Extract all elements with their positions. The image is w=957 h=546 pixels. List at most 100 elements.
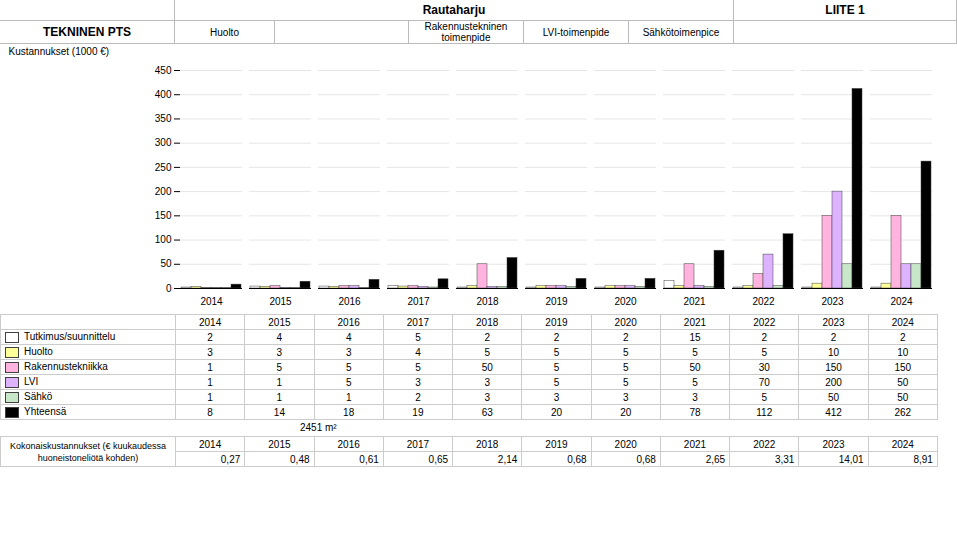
svg-text:250: 250: [155, 162, 172, 173]
html-text:4: 4: [345, 331, 352, 343]
html-text:0,61: 0,61: [359, 453, 379, 465]
html-text:3: 3: [276, 346, 283, 358]
html-text:2015: 2015: [268, 438, 291, 450]
svg-text:50: 50: [160, 258, 172, 269]
html-text:10: 10: [828, 346, 840, 358]
html-text:Huolto: Huolto: [24, 346, 53, 358]
html-text:15: 15: [689, 331, 701, 343]
html-text:0,27: 0,27: [220, 453, 241, 465]
html-text:2,14: 2,14: [497, 453, 518, 465]
html-text:50: 50: [481, 361, 493, 373]
svg-text:2018: 2018: [476, 296, 499, 307]
html-text:2018: 2018: [476, 438, 499, 450]
html-text:19: 19: [412, 406, 424, 418]
html-text:2017: 2017: [406, 316, 429, 328]
svg-text:300: 300: [155, 137, 172, 148]
html-text:50: 50: [689, 361, 701, 373]
html-text:LVI: LVI: [24, 376, 39, 388]
html-text:2022: 2022: [753, 438, 776, 450]
html-text:50: 50: [897, 376, 909, 388]
html-text:2020: 2020: [614, 316, 637, 328]
html-text:2022: 2022: [753, 316, 776, 328]
svg-text:0: 0: [166, 283, 172, 294]
svg-text:2014: 2014: [200, 296, 223, 307]
html-text:0,68: 0,68: [636, 453, 656, 465]
html-text:2016: 2016: [337, 438, 360, 450]
html-text:Rakennustekninen toimenpide: Rakennustekninen toimenpide: [424, 21, 508, 43]
html-text:2451 m²: 2451 m²: [300, 422, 337, 433]
html-text:0,68: 0,68: [567, 453, 587, 465]
html-text:78: 78: [689, 406, 701, 418]
html-text:LIITE 1: LIITE 1: [825, 3, 865, 17]
html-text:Sähkö: Sähkö: [24, 391, 53, 403]
html-text:14,01: 14,01: [838, 453, 864, 465]
svg-text:350: 350: [155, 113, 172, 124]
html-text:2: 2: [622, 331, 629, 343]
html-text:112: 112: [756, 406, 773, 418]
html-text:2021: 2021: [683, 438, 707, 450]
html-text:Yhteensä: Yhteensä: [24, 406, 67, 418]
html-text:2014: 2014: [199, 438, 222, 450]
html-text:2018: 2018: [476, 316, 499, 328]
html-text:Huolto: Huolto: [210, 26, 239, 38]
html-text:Tutkimus/suunnittelu: Tutkimus/suunnittelu: [24, 331, 116, 343]
html-text:0,65: 0,65: [428, 453, 449, 465]
html-text:20: 20: [550, 406, 562, 418]
html-text:150: 150: [894, 361, 912, 373]
html-text:30: 30: [758, 361, 770, 373]
html-text:Kokonaiskustannukset (€ kuukau: Kokonaiskustannukset (€ kuukaudessa huon…: [9, 440, 166, 463]
html-text:2015: 2015: [268, 316, 291, 328]
html-text:2: 2: [553, 331, 560, 343]
html-text:2023: 2023: [822, 438, 845, 450]
html-text:3: 3: [345, 346, 352, 358]
html-text:50: 50: [828, 391, 840, 403]
html-text:2,65: 2,65: [705, 453, 726, 465]
svg-text:450: 450: [155, 65, 172, 76]
html-text:63: 63: [481, 406, 493, 418]
html-text:Rautaharju: Rautaharju: [422, 3, 486, 17]
html-text:2021: 2021: [683, 316, 707, 328]
html-text:10: 10: [897, 346, 909, 358]
html-text:2020: 2020: [614, 438, 637, 450]
html-text:4: 4: [276, 331, 283, 343]
html-text:150: 150: [825, 361, 842, 373]
html-text:8,91: 8,91: [913, 453, 933, 465]
svg-text:2020: 2020: [614, 296, 637, 307]
svg-text:2015: 2015: [269, 296, 292, 307]
html-text:TEKNINEN PTS: TEKNINEN PTS: [43, 25, 131, 39]
html-text:200: 200: [825, 376, 842, 388]
svg-text:2019: 2019: [545, 296, 568, 307]
html-text:262: 262: [894, 406, 912, 418]
html-text:0,48: 0,48: [290, 453, 310, 465]
html-text:18: 18: [343, 406, 355, 418]
html-text:412: 412: [825, 406, 842, 418]
html-text:20: 20: [620, 406, 632, 418]
html-text:14: 14: [273, 406, 285, 418]
html-text:2019: 2019: [545, 438, 568, 450]
svg-text:100: 100: [155, 234, 172, 245]
svg-text:2017: 2017: [407, 296, 430, 307]
html-text:2: 2: [830, 331, 837, 343]
svg-text:400: 400: [155, 89, 172, 100]
html-text:50: 50: [897, 391, 909, 403]
html-text:70: 70: [758, 376, 770, 388]
html-text:2019: 2019: [545, 316, 568, 328]
html-text:Rakennustekniikka: Rakennustekniikka: [24, 361, 108, 373]
svg-text:200: 200: [155, 186, 172, 197]
svg-text:Kustannukset (1000 €): Kustannukset (1000 €): [9, 46, 110, 57]
svg-text:2022: 2022: [752, 296, 775, 307]
svg-text:2023: 2023: [821, 296, 844, 307]
svg-text:2024: 2024: [890, 296, 913, 307]
svg-text:150: 150: [155, 210, 172, 221]
svg-text:2021: 2021: [683, 296, 706, 307]
html-text:2017: 2017: [406, 438, 429, 450]
html-text:LVI-toimenpide: LVI-toimenpide: [542, 26, 610, 38]
html-text:Sähkötoimenpice: Sähkötoimenpice: [642, 26, 720, 38]
html-text:2024: 2024: [891, 438, 914, 450]
html-text:3,31: 3,31: [774, 453, 795, 465]
html-text:2016: 2016: [337, 316, 360, 328]
svg-text:2016: 2016: [338, 296, 361, 307]
html-text:2024: 2024: [891, 316, 914, 328]
html-text:2014: 2014: [199, 316, 222, 328]
html-text:2023: 2023: [822, 316, 845, 328]
